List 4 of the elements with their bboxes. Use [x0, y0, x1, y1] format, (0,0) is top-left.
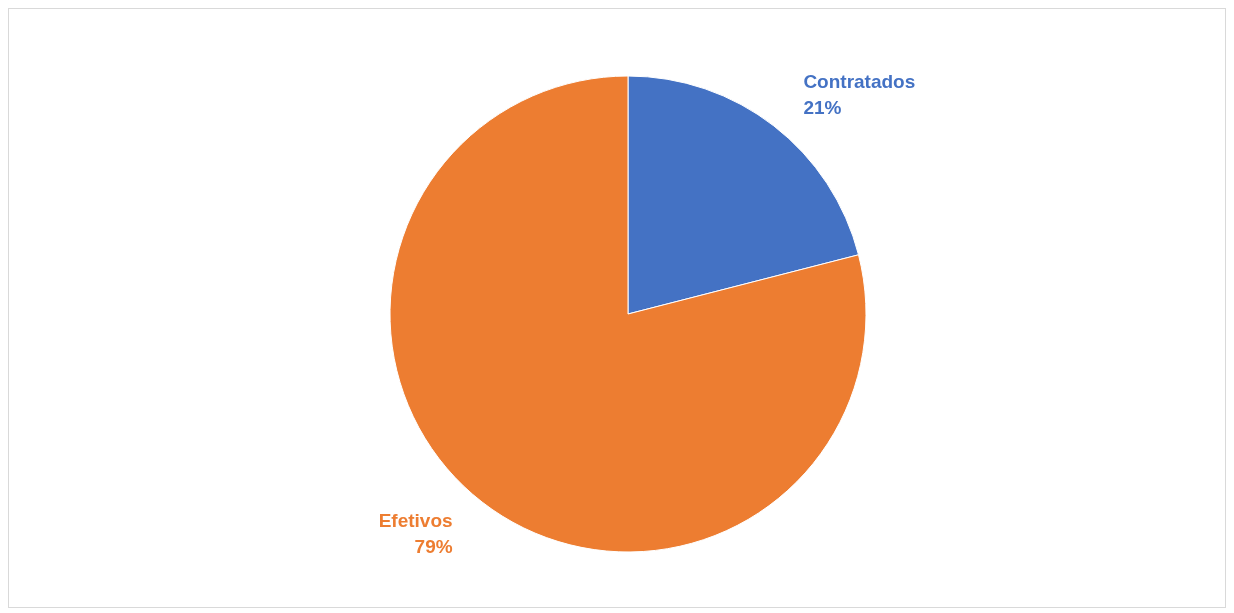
slice-label: Contratados [803, 70, 916, 92]
slice-label: Efetivos [378, 510, 453, 532]
data-label: 21% [803, 96, 842, 118]
data-label: 79% [414, 536, 453, 558]
